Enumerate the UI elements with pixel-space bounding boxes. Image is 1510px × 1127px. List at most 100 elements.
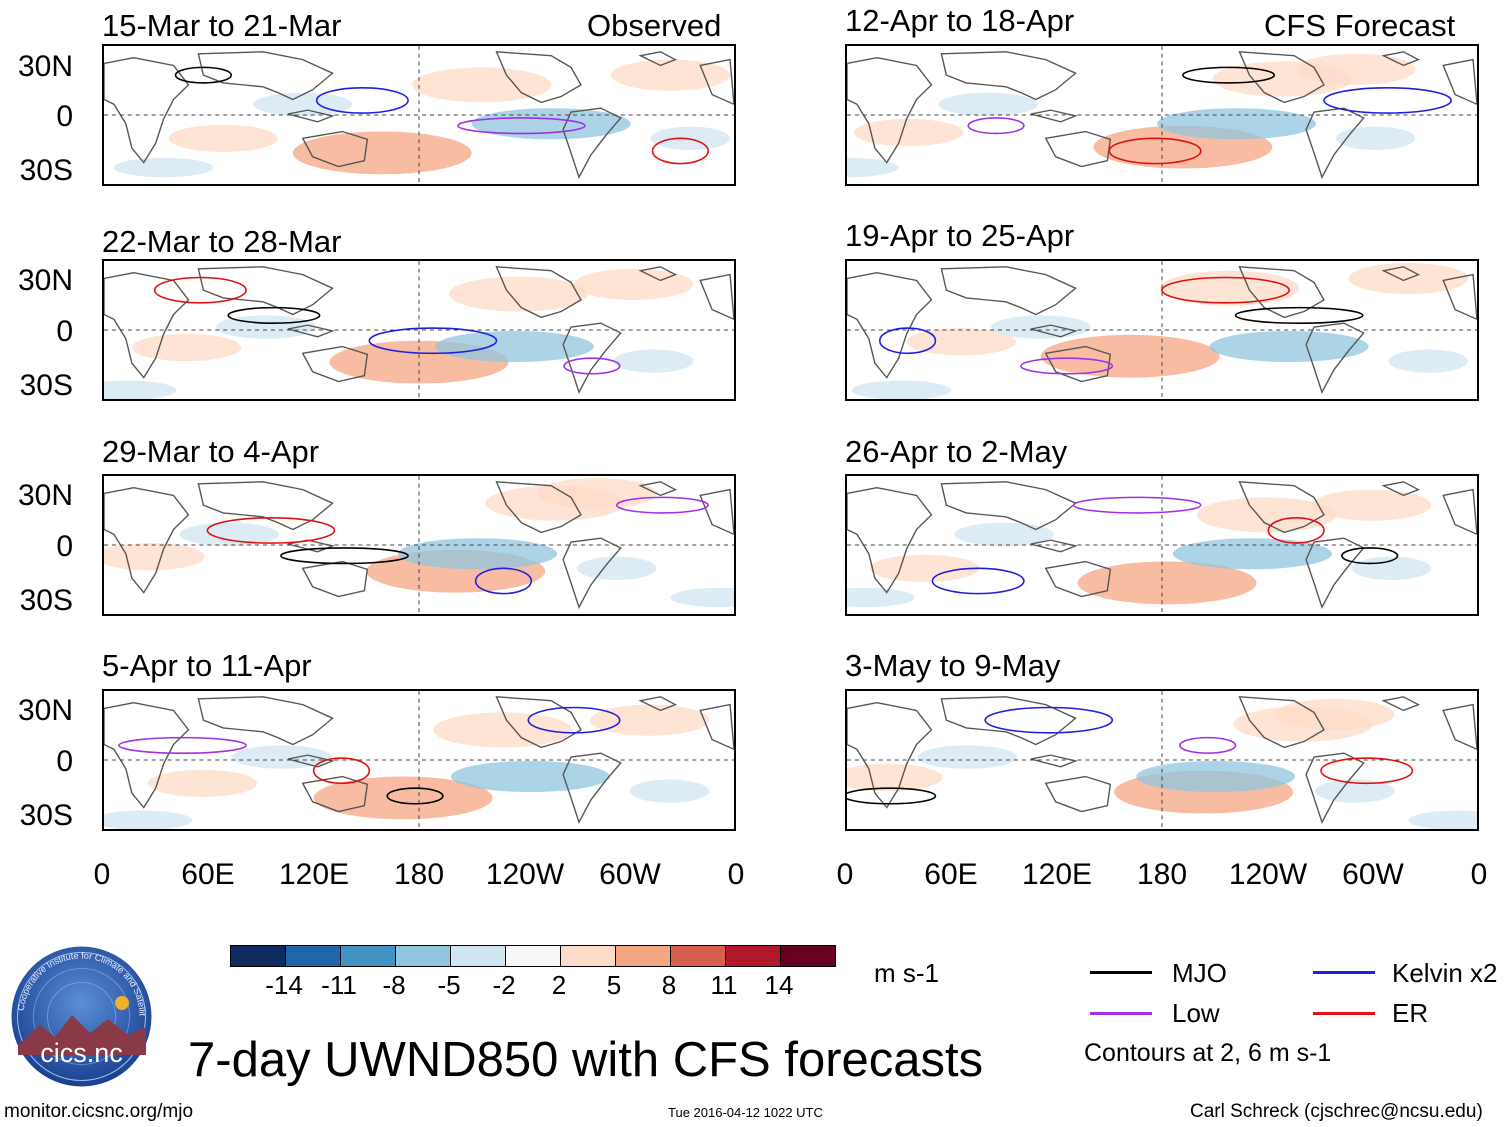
coastline [1442,703,1477,751]
westerly-anomaly-region [292,131,472,175]
coastline [562,322,622,394]
westerly-anomaly-region [574,268,694,300]
mjo-contour [280,547,409,565]
colorbar-tick: 2 [551,970,567,1000]
main-title: 7-day UWND850 with CFS forecasts [188,1033,984,1087]
coastline [1044,345,1112,383]
coastline [495,696,582,749]
low-contour [563,357,621,375]
colorbar-tick: -8 [382,970,406,1000]
westerly-anomaly-region [1275,698,1395,730]
kelvin-contour [368,327,498,355]
colorbar-tick: -5 [437,970,461,1000]
map-canvas [847,261,1477,399]
coastline [301,775,369,813]
lat-label-30n: 30N [17,264,73,297]
map-panel-fc-3 [845,474,1479,616]
coastline [1381,481,1421,497]
colorbar-tick: 8 [661,970,677,1000]
westerly-anomaly-region [853,118,964,147]
easterly-anomaly-region [670,587,734,608]
mjo-contour [1182,66,1276,84]
map-panel-obs-1 [102,44,736,186]
colorbar-cell [780,945,836,967]
kelvin-contour [315,87,409,114]
er-contour [1267,517,1325,544]
low-contour [615,496,709,514]
lon-label-180: 180 [1136,858,1188,891]
cics-logo: Cooperative Institute for Climate and Sa… [7,937,153,1088]
coastline [1381,696,1421,712]
easterly-anomaly-region [629,779,710,803]
lon-label-60e: 60E [181,858,235,891]
coastline [940,266,1077,316]
coastline [197,696,334,746]
westerly-anomaly-region [131,333,242,362]
low-contour [1072,496,1202,514]
coastline [638,266,678,282]
coastline [104,271,190,379]
westerly-anomaly-region [412,67,552,103]
er-contour [153,276,247,304]
coastline [847,271,933,379]
colorbar-cell [395,945,451,967]
coastline [847,56,933,164]
contour-note: Contours at 2, 6 m s-1 [1084,1039,1332,1067]
panel-title-fc-4: 3-May to 9-May [845,648,1061,683]
low-contour [1020,357,1114,375]
coastline [104,56,190,164]
lon-label-60e: 60E [924,858,978,891]
westerly-anomaly-region [1077,561,1257,605]
map-canvas [104,46,734,184]
mjo-contour [1341,547,1399,565]
map-panel-fc-2 [845,259,1479,401]
coastline [638,51,678,67]
coastline [104,486,190,594]
kelvin-contour [527,706,621,734]
coastline [1442,273,1477,321]
coastline [562,537,622,609]
forecast-header: CFS Forecast [1264,8,1456,43]
map-canvas [104,261,734,399]
kelvin-contour [984,706,1114,734]
coastline [1238,481,1325,534]
lon-label-120e: 120E [1021,858,1093,891]
panel-title-obs-2: 22-Mar to 28-Mar [102,224,342,259]
legend-line-low [1090,1012,1152,1015]
footer-timestamp: Tue 2016-04-12 1022 UTC [668,1105,823,1120]
easterly-anomaly-region [938,92,1038,116]
colorbar-cell [340,945,396,967]
easterly-anomaly-region [851,380,952,399]
panel-title-obs-1: 15-Mar to 21-Mar [102,8,342,43]
lat-label-eq: 0 [56,745,73,778]
easterly-anomaly-region [1351,556,1432,580]
coastline [1442,488,1477,536]
coastline [1442,58,1477,106]
low-contour [456,117,586,135]
er-contour [1161,276,1290,304]
easterly-anomaly-region [1315,779,1395,803]
legend-line-mjo [1090,971,1152,974]
coastline [197,481,334,531]
easterly-anomaly-region [1136,760,1296,793]
lat-label-eq: 0 [56,100,73,133]
map-panel-obs-3 [102,474,736,616]
legend-label-low: Low [1172,998,1220,1028]
easterly-anomaly-region [179,522,279,546]
westerly-anomaly-region [610,59,731,91]
footer-url[interactable]: monitor.cicsnc.org/mjo [4,1101,194,1122]
coastline [495,481,582,534]
easterly-anomaly-region [1335,126,1416,150]
kelvin-contour [931,567,1025,595]
lat-label-30s: 30S [19,799,73,832]
er-contour [1108,137,1202,165]
coastline [1030,109,1078,123]
coastline [562,107,622,179]
westerly-anomaly-region [1160,270,1300,306]
coastline [638,481,678,497]
colorbar-tick: 5 [606,970,622,1000]
legend-label-mjo: MJO [1172,958,1227,988]
coastline [287,754,335,768]
colorbar-tick: -2 [492,970,516,1000]
westerly-anomaly-region [906,328,1016,356]
